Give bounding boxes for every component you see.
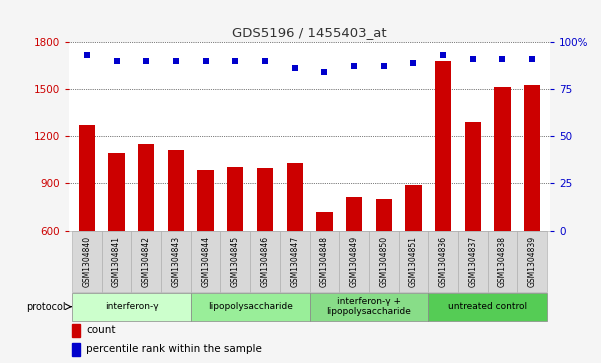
Point bbox=[171, 58, 181, 64]
Bar bbox=[280, 231, 310, 292]
Point bbox=[468, 56, 478, 62]
Text: GSM1304850: GSM1304850 bbox=[379, 236, 388, 287]
Text: GSM1304843: GSM1304843 bbox=[171, 236, 180, 287]
Point bbox=[141, 58, 151, 64]
Text: count: count bbox=[86, 325, 115, 335]
Text: interferon-γ +
lipopolysaccharide: interferon-γ + lipopolysaccharide bbox=[326, 297, 411, 317]
Text: GSM1304845: GSM1304845 bbox=[231, 236, 240, 287]
Bar bbox=[161, 231, 191, 292]
Text: GSM1304839: GSM1304839 bbox=[528, 236, 537, 287]
Bar bbox=[339, 231, 369, 292]
Bar bbox=[458, 231, 487, 292]
Bar bbox=[72, 343, 80, 356]
Bar bbox=[310, 231, 339, 292]
Bar bbox=[108, 152, 125, 325]
Point bbox=[82, 52, 92, 58]
Bar bbox=[250, 231, 280, 292]
Point bbox=[438, 52, 448, 58]
Bar bbox=[72, 231, 102, 292]
Text: GSM1304836: GSM1304836 bbox=[439, 236, 448, 287]
Bar bbox=[310, 293, 429, 321]
Bar bbox=[429, 293, 547, 321]
Bar bbox=[191, 231, 221, 292]
Bar bbox=[487, 231, 517, 292]
Text: GSM1304838: GSM1304838 bbox=[498, 236, 507, 287]
Bar bbox=[524, 85, 540, 325]
Bar bbox=[494, 87, 511, 325]
Bar bbox=[429, 231, 458, 292]
Bar bbox=[257, 168, 273, 325]
Bar bbox=[435, 61, 451, 325]
Bar bbox=[398, 231, 429, 292]
Point bbox=[409, 60, 418, 65]
Bar bbox=[405, 185, 421, 325]
Bar bbox=[198, 170, 214, 325]
Text: interferon-γ: interferon-γ bbox=[105, 302, 158, 311]
Bar bbox=[138, 144, 154, 325]
Bar bbox=[191, 293, 310, 321]
Text: GSM1304844: GSM1304844 bbox=[201, 236, 210, 287]
Text: GSM1304841: GSM1304841 bbox=[112, 236, 121, 287]
Bar bbox=[316, 212, 332, 325]
Text: GSM1304847: GSM1304847 bbox=[290, 236, 299, 287]
Point bbox=[260, 58, 270, 64]
Bar bbox=[168, 150, 184, 325]
Point bbox=[379, 64, 388, 69]
Bar bbox=[72, 293, 191, 321]
Point bbox=[320, 69, 329, 75]
Text: GSM1304848: GSM1304848 bbox=[320, 236, 329, 287]
Point bbox=[349, 64, 359, 69]
Point bbox=[201, 58, 210, 64]
Text: GSM1304842: GSM1304842 bbox=[142, 236, 151, 287]
Text: GSM1304840: GSM1304840 bbox=[82, 236, 91, 287]
Bar bbox=[376, 199, 392, 325]
Point bbox=[498, 56, 507, 62]
Bar bbox=[227, 167, 243, 325]
Text: GSM1304837: GSM1304837 bbox=[468, 236, 477, 287]
Bar bbox=[465, 122, 481, 325]
Bar bbox=[287, 163, 303, 325]
Bar bbox=[369, 231, 398, 292]
Text: untreated control: untreated control bbox=[448, 302, 527, 311]
Bar bbox=[346, 197, 362, 325]
Point bbox=[527, 56, 537, 62]
Bar bbox=[132, 231, 161, 292]
Text: lipopolysaccharide: lipopolysaccharide bbox=[208, 302, 293, 311]
Text: GSM1304849: GSM1304849 bbox=[350, 236, 359, 287]
Bar bbox=[79, 125, 95, 325]
Title: GDS5196 / 1455403_at: GDS5196 / 1455403_at bbox=[232, 26, 387, 39]
Point bbox=[231, 58, 240, 64]
Text: GSM1304851: GSM1304851 bbox=[409, 236, 418, 287]
Text: percentile rank within the sample: percentile rank within the sample bbox=[86, 344, 262, 354]
Bar bbox=[221, 231, 250, 292]
Bar bbox=[72, 323, 80, 337]
Point bbox=[112, 58, 121, 64]
Point bbox=[290, 65, 299, 71]
Bar bbox=[102, 231, 132, 292]
Text: protocol: protocol bbox=[26, 302, 66, 312]
Bar bbox=[517, 231, 547, 292]
Text: GSM1304846: GSM1304846 bbox=[260, 236, 269, 287]
